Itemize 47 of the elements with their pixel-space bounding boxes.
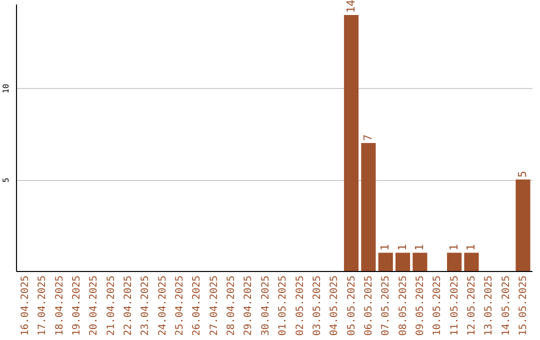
x-tick-label: 09.05.2025: [414, 276, 426, 336]
x-tick-label: 11.05.2025: [449, 276, 460, 336]
x-tick-label: 29.04.2025: [243, 276, 254, 336]
bar: [447, 252, 462, 271]
bar: [464, 252, 479, 271]
x-tick-label: 07.05.2025: [380, 276, 392, 336]
x-tick-label: 04.05.2025: [329, 276, 340, 336]
x-tick-label: 02.05.2025: [294, 276, 306, 336]
x-tick-label: 13.05.2025: [484, 276, 495, 336]
data-label: 1: [378, 244, 392, 251]
x-tick-label: 12.05.2025: [466, 276, 478, 336]
bar: [378, 252, 393, 271]
x-tick-label: 15.05.2025: [518, 276, 529, 336]
data-label: 1: [464, 244, 478, 251]
x-tick-label: 20.04.2025: [88, 276, 100, 336]
x-tick-label: 28.04.2025: [226, 276, 238, 336]
x-tick-label: 30.04.2025: [260, 276, 272, 336]
x-tick-label: 23.04.2025: [140, 276, 152, 336]
x-tick-label: 05.05.2025: [346, 276, 358, 336]
x-tick-label: 25.04.2025: [174, 276, 186, 336]
x-tick-label: 18.04.2025: [54, 276, 66, 336]
y-tick-label: 10: [2, 84, 10, 94]
x-tick-label: 21.04.2025: [106, 276, 117, 336]
x-tick-label: 26.04.2025: [192, 276, 203, 336]
data-label: 5: [516, 170, 529, 178]
data-label: 1: [396, 244, 409, 251]
x-tick-label: 22.04.2025: [123, 276, 134, 336]
x-tick-label: 14.05.2025: [500, 276, 512, 336]
x-tick-label: 06.05.2025: [363, 276, 374, 336]
data-label: 1: [412, 244, 426, 251]
bar: [344, 14, 359, 271]
x-tick-label: 27.04.2025: [208, 276, 220, 336]
data-label: 1: [447, 244, 460, 251]
x-tick-label: 08.05.2025: [398, 276, 409, 336]
bar: [516, 180, 530, 271]
x-tick-label: 03.05.2025: [312, 276, 323, 336]
bar: [395, 252, 410, 271]
bar: [361, 142, 376, 271]
bar: [412, 252, 428, 271]
x-tick-label: 19.04.2025: [72, 276, 83, 336]
x-tick-label: 24.04.2025: [157, 276, 168, 336]
x-tick-label: 01.05.2025: [278, 276, 289, 336]
x-tick-label: 17.04.2025: [37, 276, 48, 336]
data-label: 14: [344, 0, 358, 13]
x-tick-label: 16.04.2025: [20, 276, 32, 336]
x-tick-label: 10.05.2025: [432, 276, 444, 336]
data-label: 7: [361, 134, 374, 141]
